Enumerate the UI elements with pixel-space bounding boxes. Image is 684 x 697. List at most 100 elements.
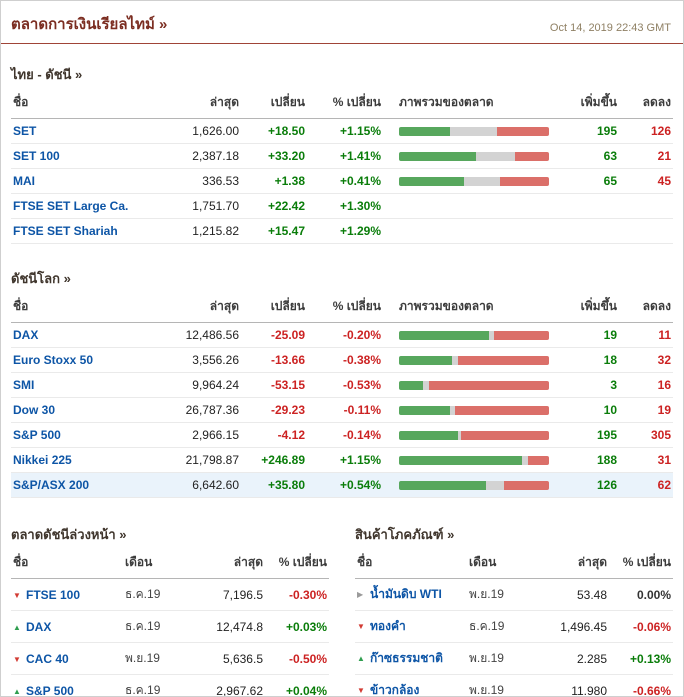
table-row: DAX 12,486.56 -25.09 -0.20% 19 11 (11, 322, 673, 348)
decliners-cell: 16 (619, 372, 673, 398)
decliners-cell: 32 (619, 347, 673, 373)
change-pct-cell: +0.41% (307, 168, 383, 194)
decliners-bar-segment (493, 330, 549, 340)
market-breadth-bar (399, 176, 549, 186)
table-row: S&P/ASX 200 6,642.60 +35.80 +0.54% 126 6… (11, 472, 673, 498)
instrument-link[interactable]: SET (13, 124, 37, 138)
advancers-cell: 126 (567, 472, 619, 498)
table-row: ▲ S&P 500 ธ.ค.19 2,967.62 +0.04% (11, 674, 329, 697)
table-row: FTSE SET Large Ca. 1,751.70 +22.42 +1.30… (11, 193, 673, 219)
section-link-index-futures[interactable]: ตลาดดัชนีล่วงหน้า » (11, 527, 127, 542)
decliners-bar-segment (496, 126, 549, 136)
col-last: ล่าสุด (179, 550, 265, 579)
market-breadth-bar (399, 355, 549, 365)
market-overview-cell (383, 118, 567, 144)
instrument-link[interactable]: ข้าวกล้อง (370, 683, 420, 697)
change-cell: +22.42 (241, 193, 307, 219)
name-cell: ▶ น้ำมันดิบ WTI (355, 578, 467, 611)
market-breadth-bar (399, 455, 549, 465)
advancers-bar-segment (399, 355, 452, 365)
name-cell: Nikkei 225 (11, 447, 161, 473)
change-pct-cell: -0.38% (307, 347, 383, 373)
change-cell: +1.38 (241, 168, 307, 194)
instrument-link[interactable]: FTSE 100 (26, 587, 81, 602)
last-cell: 1,215.82 (161, 218, 241, 244)
table-row: Dow 30 26,787.36 -29.23 -0.11% 10 19 (11, 397, 673, 423)
last-cell: 1,626.00 (161, 118, 241, 144)
change-pct-cell: +0.54% (307, 472, 383, 498)
instrument-link[interactable]: FTSE SET Shariah (13, 224, 118, 238)
instrument-link[interactable]: MAI (13, 174, 35, 188)
instrument-link[interactable]: ก๊าซธรรมชาติ (370, 651, 443, 665)
contract-month-cell: ธ.ค.19 (467, 610, 523, 643)
decliners-cell: 126 (619, 118, 673, 144)
name-cell: FTSE SET Large Ca. (11, 193, 161, 219)
instrument-link[interactable]: S&P/ASX 200 (13, 478, 90, 492)
change-pct-cell: 0.00% (609, 578, 673, 611)
last-cell: 1,496.45 (523, 610, 609, 643)
instrument-link[interactable]: S&P 500 (13, 428, 61, 442)
contract-month-cell: ธ.ค.19 (123, 610, 179, 643)
col-last: ล่าสุด (161, 90, 241, 119)
last-cell: 1,751.70 (161, 193, 241, 219)
change-pct-cell: +1.41% (307, 143, 383, 169)
advancers-cell (567, 193, 619, 219)
contract-month-cell: พ.ย.19 (123, 642, 179, 675)
advancers-bar-segment (399, 126, 450, 136)
contract-month-cell: พ.ย.19 (467, 674, 523, 696)
instrument-link[interactable]: ทองคำ (370, 619, 406, 633)
direction-arrow-icon: ▶ (357, 590, 364, 599)
page-title[interactable]: ตลาดการเงินเรียลไทม์ » (11, 16, 168, 33)
section-link-world-indices[interactable]: ดัชนีโลก » (11, 271, 71, 286)
instrument-link[interactable]: CAC 40 (26, 651, 69, 666)
table-row: MAI 336.53 +1.38 +0.41% 65 45 (11, 168, 673, 194)
market-overview-cell (383, 218, 567, 244)
decliners-cell (619, 218, 673, 244)
instrument-link[interactable]: FTSE SET Large Ca. (13, 199, 129, 213)
change-pct-cell: +0.13% (609, 642, 673, 675)
col-change: เปลี่ยน (241, 90, 307, 119)
section-link-thai-indices[interactable]: ไทย - ดัชนี » (11, 67, 83, 82)
name-cell: ▲ DAX (11, 610, 123, 643)
instrument-link[interactable]: Dow 30 (13, 403, 56, 417)
col-market-overview: ภาพรวมของตลาด (383, 90, 567, 119)
instrument-link[interactable]: DAX (26, 619, 52, 634)
decliners-bar-segment (504, 480, 549, 490)
change-pct-cell: -0.50% (265, 642, 329, 675)
change-cell: -29.23 (241, 397, 307, 423)
table-header-row: ชื่อ ล่าสุด เปลี่ยน % เปลี่ยน ภาพรวมของต… (11, 294, 673, 323)
col-month: เดือน (123, 550, 179, 579)
change-pct-cell: -0.11% (307, 397, 383, 423)
col-month: เดือน (467, 550, 523, 579)
table-row: Euro Stoxx 50 3,556.26 -13.66 -0.38% 18 … (11, 347, 673, 373)
name-cell: SMI (11, 372, 161, 398)
advancers-cell: 18 (567, 347, 619, 373)
table-row: SMI 9,964.24 -53.15 -0.53% 3 16 (11, 372, 673, 398)
instrument-link[interactable]: DAX (13, 328, 39, 342)
instrument-link[interactable]: SMI (13, 378, 35, 392)
section-link-commodities[interactable]: สินค้าโภคภัณฑ์ » (355, 527, 455, 542)
decliners-cell: 62 (619, 472, 673, 498)
change-pct-cell: -0.20% (307, 322, 383, 348)
instrument-link[interactable]: น้ำมันดิบ WTI (370, 587, 442, 601)
widget-header: ตลาดการเงินเรียลไทม์ » Oct 14, 2019 22:4… (1, 1, 683, 44)
instrument-link[interactable]: Euro Stoxx 50 (13, 353, 94, 367)
instrument-link[interactable]: Nikkei 225 (13, 453, 72, 467)
decliners-cell: 19 (619, 397, 673, 423)
unchanged-bar-segment (457, 430, 461, 440)
market-breadth-bar (399, 126, 549, 136)
col-name: ชื่อ (355, 550, 467, 579)
unchanged-bar-segment (451, 355, 458, 365)
contract-month-cell: พ.ย.19 (467, 578, 523, 611)
decliners-cell (619, 193, 673, 219)
instrument-link[interactable]: S&P 500 (26, 683, 74, 697)
change-cell: +15.47 (241, 218, 307, 244)
contract-month-cell: ธ.ค.19 (123, 674, 179, 696)
name-cell: SET 100 (11, 143, 161, 169)
market-breadth-bar (399, 405, 549, 415)
instrument-link[interactable]: SET 100 (13, 149, 60, 163)
name-cell: Euro Stoxx 50 (11, 347, 161, 373)
decliners-cell: 21 (619, 143, 673, 169)
table-row: ▼ ทองคำ ธ.ค.19 1,496.45 -0.06% (355, 610, 673, 643)
advancers-cell: 195 (567, 422, 619, 448)
